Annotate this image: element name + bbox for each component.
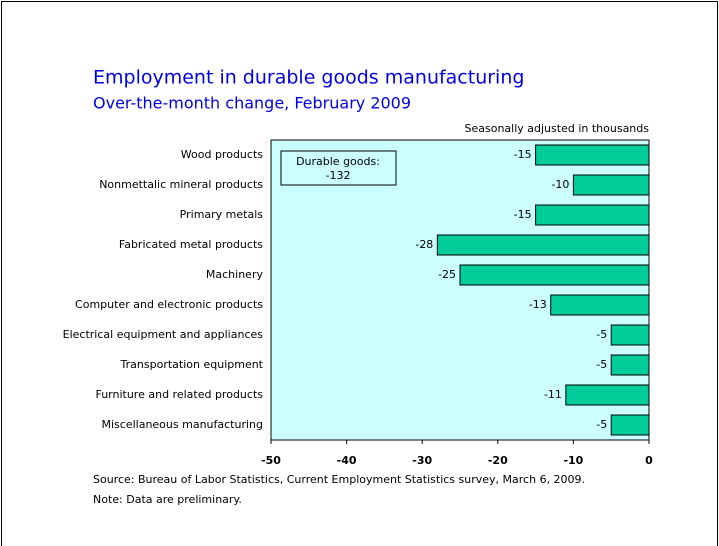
annotation-box [280,150,397,186]
bar [565,384,650,406]
data-label: -10 [551,178,569,191]
y-tick-label: Miscellaneous manufacturing [102,418,264,431]
chart-title: Employment in durable goods manufacturin… [93,67,524,89]
y-tick-label: Machinery [206,268,264,281]
bar [535,204,650,226]
bar [436,234,650,256]
data-label: -5 [596,328,607,341]
bar [610,414,650,436]
data-label: -5 [596,418,607,431]
x-tick-label: -20 [488,454,508,467]
y-tick-label: Furniture and related products [95,388,263,401]
y-tick-label: Computer and electronic products [75,298,263,311]
source: Source: Bureau of Labor Statistics, Curr… [93,473,585,486]
x-tick-label: -30 [412,454,432,467]
annotation-text: Durable goods: [296,155,380,168]
data-label: -25 [438,268,456,281]
x-tick-label: -50 [261,454,281,467]
data-label: -15 [514,208,532,221]
data-label: -15 [514,148,532,161]
note: Note: Data are preliminary. [93,493,242,506]
bar [610,354,650,376]
y-tick-label: Primary metals [180,208,264,221]
x-tick-label: -10 [563,454,583,467]
annotation-value: -132 [326,169,351,182]
bar [535,144,650,166]
data-label: -5 [596,358,607,371]
x-tick-label: 0 [645,454,653,467]
data-label: -28 [415,238,433,251]
y-tick-label: Nonmettalic mineral products [99,178,263,191]
bar [610,324,650,346]
bar [459,264,650,286]
y-tick-label: Wood products [181,148,263,161]
bar [550,294,650,316]
data-label: -11 [544,388,562,401]
y-tick-label: Electrical equipment and appliances [63,328,264,341]
units-note: Seasonally adjusted in thousands [465,122,650,135]
data-label: -13 [529,298,547,311]
x-tick-label: -40 [337,454,357,467]
y-tick-label: Fabricated metal products [119,238,263,251]
y-tick-label: Transportation equipment [120,358,264,371]
bar [572,174,650,196]
chart-subtitle: Over-the-month change, February 2009 [93,94,411,113]
